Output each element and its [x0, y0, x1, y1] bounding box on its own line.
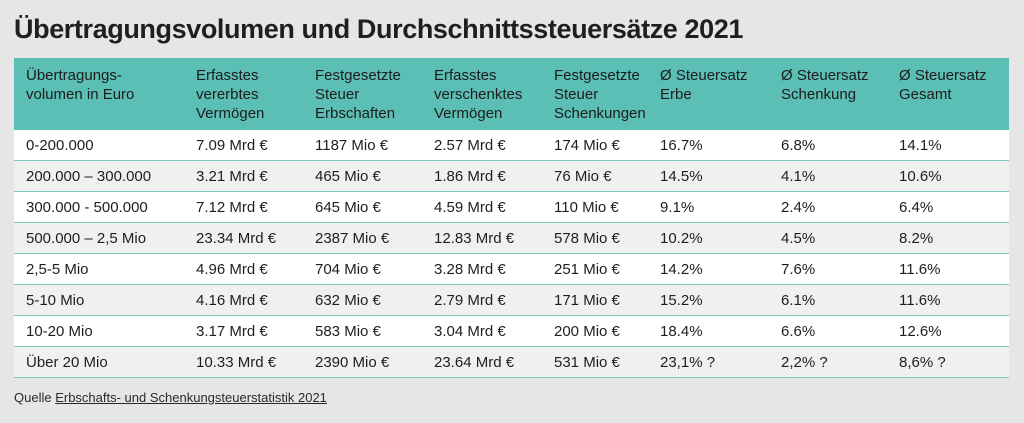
table-cell: 2.57 Mrd € — [422, 130, 542, 161]
header-cell: Erfasstes verschenktes Vermögen — [422, 58, 542, 130]
table-cell: 7.12 Mrd € — [184, 191, 303, 223]
table-cell: 2390 Mio € — [303, 346, 422, 378]
table-cell: 14.5% — [648, 160, 769, 192]
table-cell: 1.86 Mrd € — [422, 160, 542, 192]
header-cell: Festgesetzte Steuer Erbschaften — [303, 58, 422, 130]
table-cell: 2,2% ? — [769, 346, 887, 378]
table-header-row: Übertragungs- volumen in Euro Erfasstes … — [14, 58, 1009, 130]
table-cell: 7.09 Mrd € — [184, 130, 303, 161]
table-cell: 632 Mio € — [303, 284, 422, 316]
table-cell: 2.79 Mrd € — [422, 284, 542, 316]
table-cell: 174 Mio € — [542, 130, 648, 161]
header-cell: Ø Steuersatz Erbe — [648, 58, 769, 130]
table-cell: 7.6% — [769, 253, 887, 285]
table-cell: 500.000 – 2,5 Mio — [14, 222, 184, 254]
table-cell: 4.59 Mrd € — [422, 191, 542, 223]
table-cell: 4.96 Mrd € — [184, 253, 303, 285]
table-cell: 6.4% — [887, 191, 1009, 223]
table-cell: 14.2% — [648, 253, 769, 285]
table-cell: 23.64 Mrd € — [422, 346, 542, 378]
table-cell: 300.000 - 500.000 — [14, 191, 184, 223]
header-cell: Festgesetzte Steuer Schenkungen — [542, 58, 648, 130]
header-cell: Erfasstes vererbtes Vermögen — [184, 58, 303, 130]
table-cell: 251 Mio € — [542, 253, 648, 285]
table-cell: 8,6% ? — [887, 346, 1009, 378]
table-cell: 704 Mio € — [303, 253, 422, 285]
table-cell: 11.6% — [887, 253, 1009, 285]
table-cell: 76 Mio € — [542, 160, 648, 192]
table-cell: 6.8% — [769, 130, 887, 161]
table-cell: 3.17 Mrd € — [184, 315, 303, 347]
source-note: Quelle Erbschafts- und Schenkungsteuerst… — [14, 390, 327, 405]
table-cell: 23,1% ? — [648, 346, 769, 378]
table-cell: 3.21 Mrd € — [184, 160, 303, 192]
table-cell: 8.2% — [887, 222, 1009, 254]
table-cell: 200.000 – 300.000 — [14, 160, 184, 192]
source-prefix: Quelle — [14, 390, 52, 405]
table-cell: 645 Mio € — [303, 191, 422, 223]
table-cell: 10.33 Mrd € — [184, 346, 303, 378]
table-cell: 16.7% — [648, 130, 769, 161]
table-cell: 5-10 Mio — [14, 284, 184, 316]
table-cell: 531 Mio € — [542, 346, 648, 378]
table-cell: 6.6% — [769, 315, 887, 347]
table-cell: 11.6% — [887, 284, 1009, 316]
table-cell: 1187 Mio € — [303, 130, 422, 161]
table-cell: 200 Mio € — [542, 315, 648, 347]
table-row: 0-200.000 7.09 Mrd €1187 Mio €2.57 Mrd €1… — [14, 130, 1009, 161]
table-row: 10-20 Mio 3.17 Mrd €583 Mio €3.04 Mrd €20… — [14, 315, 1009, 347]
table-cell: 2387 Mio € — [303, 222, 422, 254]
table-cell: 10-20 Mio — [14, 315, 184, 347]
table-cell: Über 20 Mio — [14, 346, 184, 378]
header-cell: Übertragungs- volumen in Euro — [14, 58, 184, 130]
table-row: 2,5-5 Mio 4.96 Mrd €704 Mio €3.28 Mrd €25… — [14, 253, 1009, 285]
header-cell: Ø Steuersatz Schenkung — [769, 58, 887, 130]
table-cell: 2,5-5 Mio — [14, 253, 184, 285]
table-cell: 578 Mio € — [542, 222, 648, 254]
source-link[interactable]: Erbschafts- und Schenkungsteuerstatistik… — [55, 390, 327, 405]
table-row: Über 20 Mio 10.33 Mrd €2390 Mio €23.64 Mr… — [14, 346, 1009, 378]
table-cell: 0-200.000 — [14, 130, 184, 161]
table-cell: 171 Mio € — [542, 284, 648, 316]
header-cell: Ø Steuersatz Gesamt — [887, 58, 1009, 130]
table-cell: 3.28 Mrd € — [422, 253, 542, 285]
table-cell: 15.2% — [648, 284, 769, 316]
table-cell: 12.6% — [887, 315, 1009, 347]
table-cell: 10.2% — [648, 222, 769, 254]
table-cell: 465 Mio € — [303, 160, 422, 192]
table-cell: 4.1% — [769, 160, 887, 192]
table-cell: 12.83 Mrd € — [422, 222, 542, 254]
table-row: 200.000 – 300.000 3.21 Mrd €465 Mio €1.86… — [14, 160, 1009, 192]
table-cell: 2.4% — [769, 191, 887, 223]
table-cell: 6.1% — [769, 284, 887, 316]
tax-rate-table: Übertragungs- volumen in Euro Erfasstes … — [14, 58, 1009, 378]
table-cell: 4.16 Mrd € — [184, 284, 303, 316]
page-title: Übertragungsvolumen und Durchschnittsste… — [14, 14, 743, 44]
table-body: 0-200.000 7.09 Mrd €1187 Mio €2.57 Mrd €1… — [14, 130, 1009, 378]
table-cell: 10.6% — [887, 160, 1009, 192]
table-cell: 4.5% — [769, 222, 887, 254]
table-cell: 583 Mio € — [303, 315, 422, 347]
table-cell: 18.4% — [648, 315, 769, 347]
table-cell: 9.1% — [648, 191, 769, 223]
table-row: 5-10 Mio 4.16 Mrd €632 Mio €2.79 Mrd €171… — [14, 284, 1009, 316]
table-row: 300.000 - 500.000 7.12 Mrd €645 Mio €4.59… — [14, 191, 1009, 223]
table-cell: 110 Mio € — [542, 191, 648, 223]
table-cell: 3.04 Mrd € — [422, 315, 542, 347]
table-row: 500.000 – 2,5 Mio 23.34 Mrd €2387 Mio €12… — [14, 222, 1009, 254]
table-cell: 14.1% — [887, 130, 1009, 161]
table-cell: 23.34 Mrd € — [184, 222, 303, 254]
